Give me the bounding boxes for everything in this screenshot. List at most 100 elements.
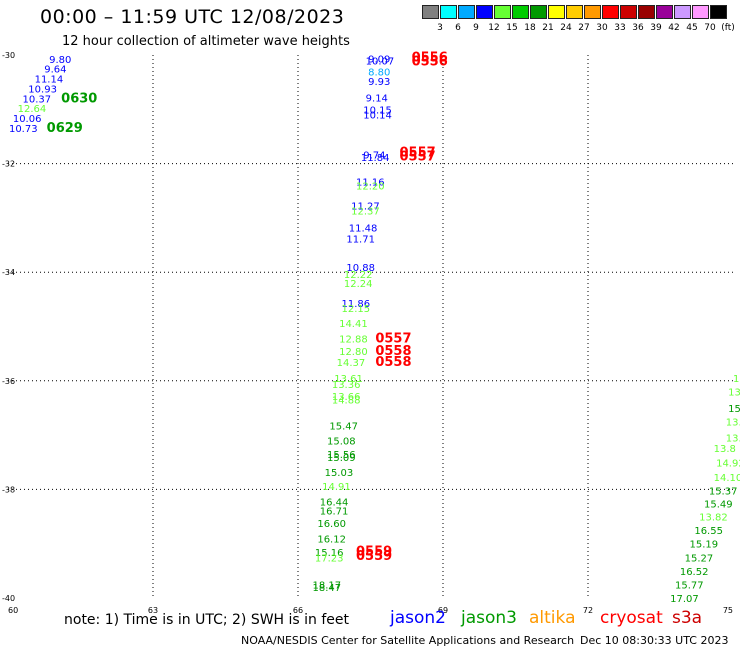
wave-height-value: 16.44	[320, 497, 349, 508]
scale-swatch	[674, 5, 691, 19]
wave-height-value: 11.48	[349, 224, 378, 235]
wave-height-value: 12.88	[339, 334, 368, 345]
wave-height-value: 10.14	[363, 111, 392, 122]
wave-height-value: 15.09	[327, 453, 356, 464]
scale-label: 12	[488, 23, 500, 33]
wave-height-value: 17.07	[670, 594, 699, 605]
scale-swatch	[440, 5, 457, 19]
wave-height-value: 16.60	[317, 519, 346, 530]
pass-time-label: 0557	[400, 150, 436, 165]
pass-time-label: 0559	[356, 549, 392, 564]
scale-label: 24	[560, 23, 572, 33]
wave-height-value: 9.74	[363, 150, 385, 161]
wave-height-value: 16.12	[317, 534, 346, 545]
y-tick-label: -36	[2, 377, 15, 386]
satellite-cryosat: cryosat	[600, 608, 663, 628]
wave-height-value: 16.71	[320, 507, 349, 518]
scale-label: 3	[437, 23, 443, 33]
scale-label: 45	[686, 23, 698, 33]
y-tick-label: -32	[2, 160, 15, 169]
wave-height-value: 14.88	[332, 395, 361, 406]
scale-swatch	[548, 5, 565, 19]
wave-height-value: 15.19	[690, 540, 719, 551]
wave-height-value: 12.22	[344, 270, 373, 281]
y-tick-label: -30	[2, 51, 15, 60]
wave-height-value: 15.56	[327, 450, 356, 461]
wave-height-value: 10.37	[23, 94, 52, 105]
wave-height-value: 11.71	[346, 235, 375, 246]
y-tick-label: -38	[2, 485, 15, 494]
wave-height-value: 9.64	[44, 65, 66, 76]
wave-height-value: 11.84	[361, 153, 390, 164]
pass-time-label: 0559	[356, 544, 392, 559]
footer-note: note: 1) Time is in UTC; 2) SWH is in fe…	[64, 612, 350, 628]
scale-label: 42	[668, 23, 680, 33]
wave-height-value: 15.16	[315, 548, 344, 559]
scale-swatch	[602, 5, 619, 19]
wave-height-value: 13	[728, 388, 740, 399]
x-tick-label: 63	[148, 606, 158, 615]
wave-height-value: 18.17	[313, 580, 342, 591]
wave-height-value: 10.15	[363, 105, 392, 116]
wave-height-value: 15.47	[329, 421, 358, 432]
chart-subtitle: 12 hour collection of altimeter wave hei…	[62, 34, 350, 49]
wave-height-value: 10.06	[13, 114, 42, 125]
wave-height-value: 14.41	[339, 319, 368, 330]
wave-height-value: 13.8	[714, 444, 736, 455]
wave-height-value: 15.03	[325, 468, 354, 479]
wave-height-value: 11.86	[342, 299, 371, 310]
wave-height-value: 9.93	[368, 77, 390, 88]
scale-swatch	[710, 5, 727, 19]
scale-swatch	[512, 5, 529, 19]
wave-height-value: 12.24	[344, 279, 373, 290]
wave-height-value: 16.55	[694, 526, 723, 537]
pass-time-label: 0629	[47, 121, 83, 136]
wave-height-value: 15.37	[709, 486, 738, 497]
wave-height-value: 11.16	[356, 178, 385, 189]
credit-line: NOAA/NESDIS Center for Satellite Applica…	[241, 634, 575, 647]
x-tick-label: 66	[293, 606, 303, 615]
wave-height-value: 10.88	[346, 263, 375, 274]
pass-time-label: 0556	[412, 51, 448, 66]
wave-height-value: 12.15	[342, 304, 371, 315]
axis-tick-labels: 60 63 66 69 72 75 -30 -32 -34 -36 -38 -40	[2, 51, 733, 615]
wave-height-value: 15.08	[327, 437, 356, 448]
scale-label: 18	[524, 23, 536, 33]
satellite-jason2: jason2	[390, 608, 446, 628]
wave-height-value: 9.09	[368, 54, 390, 65]
wave-height-value: 18.47	[313, 583, 342, 594]
scale-label: 70	[704, 23, 716, 33]
pass-time-label: 0558	[375, 344, 411, 359]
scale-swatch	[494, 5, 511, 19]
y-tick-label: -40	[2, 594, 15, 603]
chart-title: 00:00 – 11:59 UTC 12/08/2023	[40, 6, 345, 28]
wave-height-value: 11.14	[35, 74, 64, 85]
wave-height-value: 13.82	[699, 513, 728, 524]
scale-swatch	[566, 5, 583, 19]
scale-label: 6	[455, 23, 461, 33]
satellite-altika: altika	[529, 608, 576, 628]
x-tick-label: 69	[438, 606, 448, 615]
pass-time-label: 0557	[375, 331, 411, 346]
wave-height-value: 10.93	[28, 85, 57, 96]
wave-height-value: 12.64	[18, 104, 47, 115]
wave-height-value: 11.27	[351, 201, 380, 212]
wave-height-value: 17.23	[315, 553, 344, 564]
wave-height-value: 10.73	[9, 124, 38, 135]
scale-swatch	[692, 5, 709, 19]
wave-height-value: 13.	[726, 418, 740, 429]
scale-label: 21	[542, 23, 554, 33]
wave-height-value: 14.10	[714, 473, 740, 484]
pass-time-label: 0557	[400, 146, 436, 161]
wave-height-value: 15.27	[685, 553, 714, 564]
scale-swatch	[530, 5, 547, 19]
scale-swatch	[584, 5, 601, 19]
x-tick-label: 72	[583, 606, 593, 615]
scale-label: 9	[473, 23, 479, 33]
wave-height-value: 15.	[728, 404, 740, 415]
wave-height-value: 12.80	[339, 347, 368, 358]
pass-time-label: 0558	[375, 355, 411, 370]
grid-lines	[8, 55, 733, 598]
